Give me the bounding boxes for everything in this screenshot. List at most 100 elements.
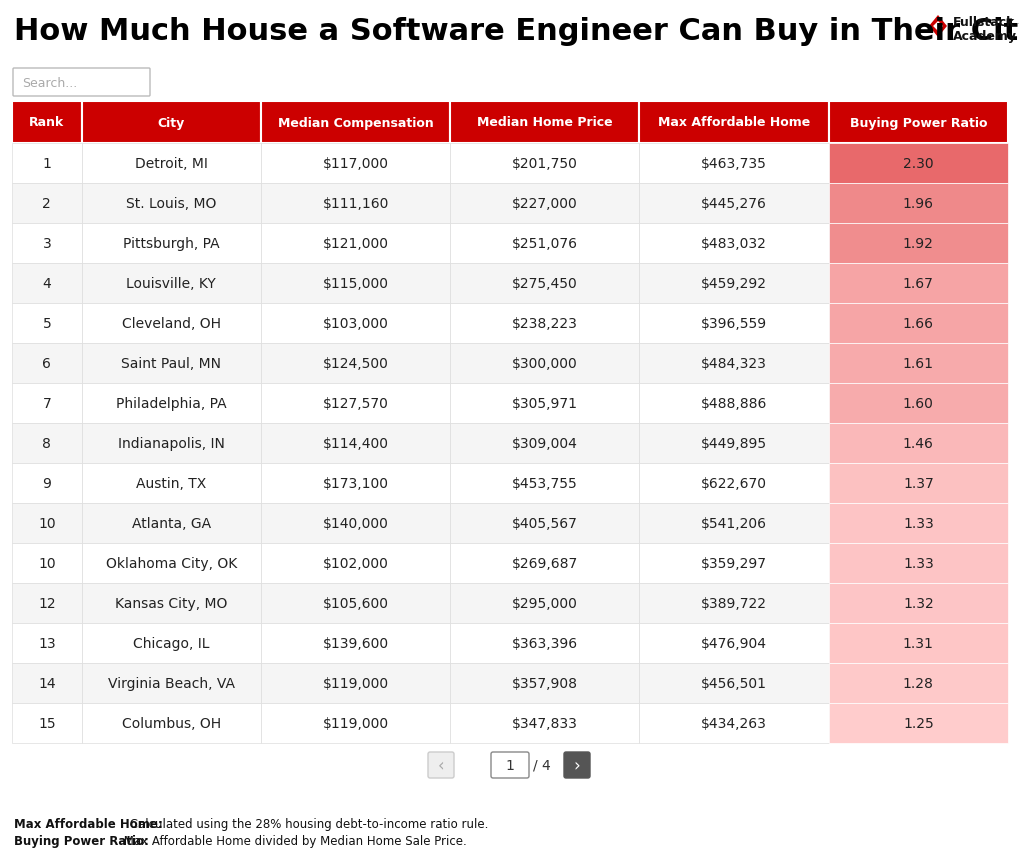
Bar xyxy=(449,183,639,224)
Text: 2: 2 xyxy=(43,197,51,211)
Bar xyxy=(449,263,639,304)
Text: City: City xyxy=(158,116,184,129)
Bar xyxy=(261,224,449,263)
Bar xyxy=(827,383,1007,424)
Text: 1: 1 xyxy=(505,759,514,772)
Text: Virginia Beach, VA: Virginia Beach, VA xyxy=(108,676,234,691)
Text: Buying Power Ratio: Buying Power Ratio xyxy=(849,116,986,129)
Text: Atlanta, GA: Atlanta, GA xyxy=(131,517,211,530)
Text: Saint Paul, MN: Saint Paul, MN xyxy=(121,356,221,370)
Bar xyxy=(449,224,639,263)
Bar xyxy=(827,224,1007,263)
Bar xyxy=(261,344,449,383)
Text: Columbus, OH: Columbus, OH xyxy=(121,716,221,730)
Text: $459,292: $459,292 xyxy=(700,276,766,291)
Text: $119,000: $119,000 xyxy=(322,676,388,691)
Bar xyxy=(639,504,827,543)
Bar xyxy=(827,543,1007,583)
Bar xyxy=(82,263,261,304)
Text: Kansas City, MO: Kansas City, MO xyxy=(115,597,227,610)
FancyBboxPatch shape xyxy=(564,753,589,778)
Text: 12: 12 xyxy=(38,597,56,610)
Text: ‹: ‹ xyxy=(437,756,444,774)
Text: Rank: Rank xyxy=(30,116,64,129)
Text: Oklahoma City, OK: Oklahoma City, OK xyxy=(106,556,236,570)
Bar xyxy=(449,383,639,424)
Text: St. Louis, MO: St. Louis, MO xyxy=(126,197,216,211)
Bar xyxy=(12,703,82,743)
Text: $309,004: $309,004 xyxy=(512,437,577,450)
Text: 4: 4 xyxy=(43,276,51,291)
Text: Philadelphia, PA: Philadelphia, PA xyxy=(116,397,226,411)
Bar xyxy=(82,543,261,583)
Text: $305,971: $305,971 xyxy=(512,397,578,411)
Bar xyxy=(82,304,261,344)
Bar xyxy=(827,703,1007,743)
Text: Calculated using the 28% housing debt-to-income ratio rule.: Calculated using the 28% housing debt-to… xyxy=(126,818,488,831)
Text: Max Affordable Home divided by Median Home Sale Price.: Max Affordable Home divided by Median Ho… xyxy=(120,834,467,847)
Bar xyxy=(12,183,82,224)
Bar xyxy=(639,344,827,383)
Text: $111,160: $111,160 xyxy=(322,197,388,211)
Bar xyxy=(261,304,449,344)
Text: 1.96: 1.96 xyxy=(902,197,933,211)
Text: $238,223: $238,223 xyxy=(512,317,577,331)
Text: $359,297: $359,297 xyxy=(700,556,766,570)
Bar xyxy=(449,504,639,543)
Bar xyxy=(449,543,639,583)
Text: 1.25: 1.25 xyxy=(902,716,932,730)
Text: 8: 8 xyxy=(43,437,51,450)
Bar xyxy=(261,703,449,743)
Text: 1.46: 1.46 xyxy=(902,437,932,450)
Text: Indianapolis, IN: Indianapolis, IN xyxy=(118,437,224,450)
Bar xyxy=(82,144,261,183)
Bar xyxy=(639,424,827,463)
Bar xyxy=(449,583,639,623)
Bar xyxy=(639,543,827,583)
Text: 1.67: 1.67 xyxy=(902,276,932,291)
Text: $295,000: $295,000 xyxy=(512,597,577,610)
Bar xyxy=(12,504,82,543)
Text: $357,908: $357,908 xyxy=(512,676,578,691)
Text: $121,000: $121,000 xyxy=(322,237,388,251)
Bar xyxy=(82,383,261,424)
Text: 1.33: 1.33 xyxy=(902,517,932,530)
Bar xyxy=(827,583,1007,623)
Text: $140,000: $140,000 xyxy=(322,517,388,530)
Text: $103,000: $103,000 xyxy=(322,317,388,331)
Text: $227,000: $227,000 xyxy=(512,197,577,211)
Bar xyxy=(12,304,82,344)
Text: Austin, TX: Austin, TX xyxy=(137,476,206,491)
Bar xyxy=(82,344,261,383)
Text: 1.61: 1.61 xyxy=(902,356,933,370)
Text: $449,895: $449,895 xyxy=(700,437,766,450)
Text: $453,755: $453,755 xyxy=(512,476,577,491)
Text: $173,100: $173,100 xyxy=(322,476,388,491)
Text: 10: 10 xyxy=(38,517,56,530)
Text: Buying Power Ratio:: Buying Power Ratio: xyxy=(14,834,149,847)
Bar xyxy=(82,183,261,224)
Text: $347,833: $347,833 xyxy=(512,716,577,730)
Bar xyxy=(449,663,639,703)
Bar xyxy=(82,663,261,703)
Bar xyxy=(449,623,639,663)
Bar xyxy=(261,424,449,463)
Text: 1.33: 1.33 xyxy=(902,556,932,570)
Text: $405,567: $405,567 xyxy=(512,517,577,530)
Text: $488,886: $488,886 xyxy=(700,397,766,411)
Bar xyxy=(827,623,1007,663)
Text: 1.66: 1.66 xyxy=(902,317,933,331)
Bar xyxy=(261,583,449,623)
Text: $119,000: $119,000 xyxy=(322,716,388,730)
Text: 7: 7 xyxy=(43,397,51,411)
Text: Detroit, MI: Detroit, MI xyxy=(135,157,208,170)
Text: Median Home Price: Median Home Price xyxy=(477,116,612,129)
Text: 1.28: 1.28 xyxy=(902,676,932,691)
Text: $363,396: $363,396 xyxy=(512,636,578,650)
FancyBboxPatch shape xyxy=(428,753,453,778)
Text: 6: 6 xyxy=(43,356,51,370)
Text: 1: 1 xyxy=(43,157,51,170)
Bar xyxy=(639,263,827,304)
Bar xyxy=(12,663,82,703)
Bar xyxy=(12,344,82,383)
